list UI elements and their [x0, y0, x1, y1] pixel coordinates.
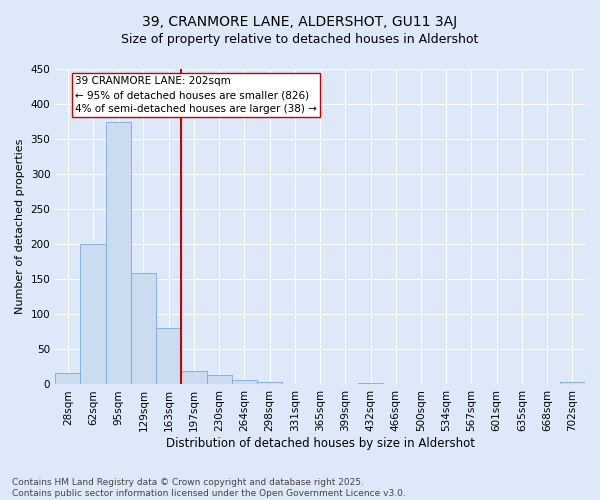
Bar — [560, 382, 585, 384]
Text: 39 CRANMORE LANE: 202sqm
← 95% of detached houses are smaller (826)
4% of semi-d: 39 CRANMORE LANE: 202sqm ← 95% of detach… — [76, 76, 317, 114]
Bar — [131, 273, 156, 384]
Bar — [156, 328, 181, 384]
Y-axis label: Number of detached properties: Number of detached properties — [15, 139, 25, 314]
Bar — [257, 382, 282, 384]
Bar — [358, 383, 383, 384]
Text: Size of property relative to detached houses in Aldershot: Size of property relative to detached ho… — [121, 32, 479, 46]
Bar — [181, 371, 206, 384]
X-axis label: Distribution of detached houses by size in Aldershot: Distribution of detached houses by size … — [166, 437, 475, 450]
Text: 39, CRANMORE LANE, ALDERSHOT, GU11 3AJ: 39, CRANMORE LANE, ALDERSHOT, GU11 3AJ — [142, 15, 458, 29]
Bar — [232, 380, 257, 384]
Text: Contains HM Land Registry data © Crown copyright and database right 2025.
Contai: Contains HM Land Registry data © Crown c… — [12, 478, 406, 498]
Bar — [106, 122, 131, 384]
Bar — [80, 244, 106, 384]
Bar — [55, 373, 80, 384]
Bar — [206, 376, 232, 384]
